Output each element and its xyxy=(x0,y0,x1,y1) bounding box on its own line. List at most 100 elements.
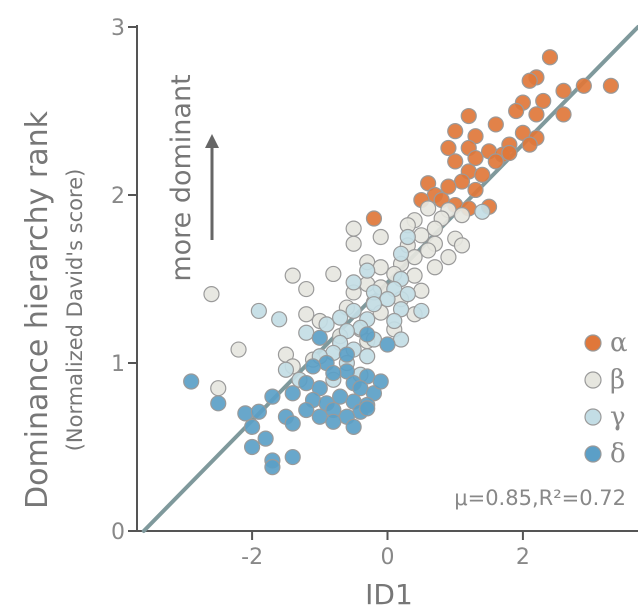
data-point xyxy=(392,331,410,348)
data-point xyxy=(271,311,288,328)
data-point xyxy=(359,262,376,279)
data-point xyxy=(413,227,430,244)
data-point xyxy=(352,380,369,397)
data-point xyxy=(230,341,247,358)
data-point xyxy=(250,302,267,320)
data-point xyxy=(264,388,281,405)
data-point xyxy=(555,106,572,123)
data-point xyxy=(406,267,423,284)
legend-label: γ xyxy=(610,402,626,432)
data-point xyxy=(284,385,301,402)
legend-marker xyxy=(584,408,602,426)
data-point xyxy=(298,306,315,323)
data-point xyxy=(386,312,403,330)
data-point xyxy=(379,291,396,308)
legend-label: β xyxy=(610,365,625,395)
data-point xyxy=(250,403,267,420)
data-point xyxy=(237,405,254,422)
data-point xyxy=(372,228,389,246)
data-point xyxy=(332,388,349,405)
data-point xyxy=(365,210,383,227)
data-point xyxy=(304,358,322,375)
data-point xyxy=(440,178,457,195)
data-point xyxy=(359,348,376,365)
more-dominant-label: more dominant xyxy=(166,74,197,281)
y-tick-label: 3 xyxy=(111,16,125,41)
data-point xyxy=(399,228,416,246)
data-point xyxy=(467,181,484,199)
data-point xyxy=(575,77,592,94)
data-point xyxy=(359,400,376,417)
data-point xyxy=(460,107,477,125)
data-point xyxy=(203,286,220,303)
data-point xyxy=(487,153,504,170)
data-point xyxy=(183,373,200,390)
data-points xyxy=(183,49,620,476)
data-point xyxy=(447,123,464,140)
data-point xyxy=(406,249,423,266)
data-point xyxy=(345,235,362,252)
data-point xyxy=(453,173,471,190)
data-point xyxy=(508,102,525,120)
y-tick-label: 0 xyxy=(111,520,125,545)
data-point xyxy=(318,316,335,333)
x-tick-label: 2 xyxy=(516,545,530,570)
data-point xyxy=(210,380,227,397)
data-point xyxy=(345,418,362,435)
x-tick-label: 0 xyxy=(381,545,395,570)
legend-label: δ xyxy=(610,439,626,469)
data-point xyxy=(325,413,342,430)
data-point xyxy=(345,302,362,320)
legend-marker xyxy=(584,371,602,389)
data-point xyxy=(325,364,342,382)
data-point xyxy=(311,329,328,346)
data-point xyxy=(474,203,491,220)
data-point xyxy=(535,92,552,110)
data-point xyxy=(447,153,464,170)
stats-annotation: μ=0.85,R²=0.72 xyxy=(454,486,626,510)
x-axis-title: ID1 xyxy=(365,578,413,611)
data-point xyxy=(243,418,261,435)
data-point xyxy=(413,302,430,320)
data-point xyxy=(474,166,491,183)
legend-marker xyxy=(584,445,602,463)
data-point xyxy=(325,265,342,283)
data-point xyxy=(555,82,572,99)
data-point xyxy=(541,49,559,66)
data-point xyxy=(359,326,376,343)
data-point xyxy=(311,408,328,425)
data-point xyxy=(284,448,301,466)
x-ticks: -2 0 2 xyxy=(241,531,530,570)
data-point xyxy=(332,309,349,326)
data-point xyxy=(399,286,416,303)
y-tick-label: 2 xyxy=(111,184,125,209)
data-point xyxy=(426,259,443,276)
data-point xyxy=(413,282,430,299)
data-point xyxy=(379,336,396,353)
data-point xyxy=(277,361,295,378)
data-point xyxy=(420,242,437,259)
y-ticks: 0 1 2 3 xyxy=(111,16,137,545)
up-arrow-icon xyxy=(205,134,219,240)
data-point xyxy=(264,459,281,476)
data-point xyxy=(257,430,274,447)
data-point xyxy=(467,149,484,167)
legend-marker xyxy=(584,334,602,352)
data-point xyxy=(440,249,457,266)
data-point xyxy=(298,375,315,392)
data-point xyxy=(345,274,362,291)
data-point xyxy=(521,72,538,89)
data-point xyxy=(338,346,355,363)
y-axis-subtitle: (Normalized David's score) xyxy=(63,169,87,452)
data-point xyxy=(602,77,620,94)
legend-label: α xyxy=(610,328,628,358)
data-point xyxy=(453,207,471,224)
data-point xyxy=(243,438,261,456)
data-point xyxy=(345,220,362,237)
data-point xyxy=(284,267,301,284)
data-point xyxy=(365,296,383,313)
data-point xyxy=(298,324,315,341)
data-point xyxy=(487,116,504,133)
